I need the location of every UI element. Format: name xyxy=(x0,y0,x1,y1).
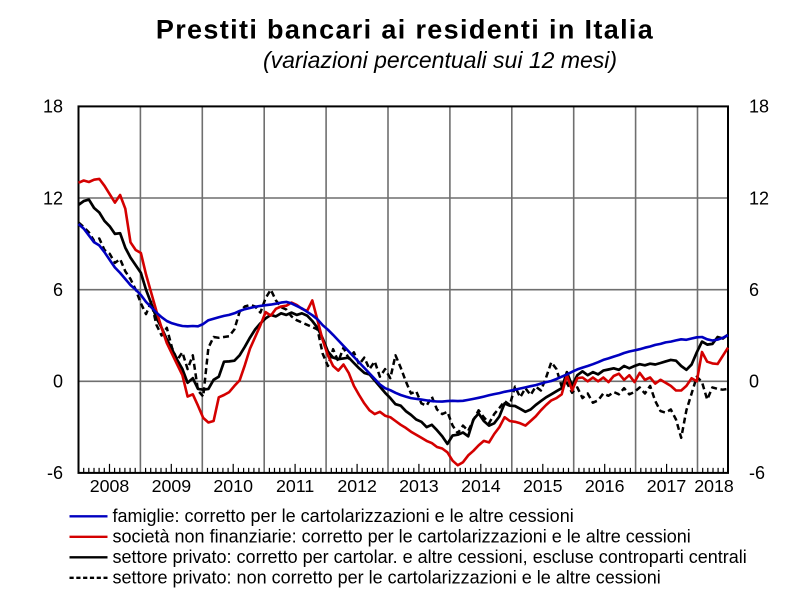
svg-text:-6: -6 xyxy=(47,463,63,483)
svg-text:12: 12 xyxy=(749,188,769,208)
svg-text:2012: 2012 xyxy=(337,476,377,496)
svg-text:2011: 2011 xyxy=(276,476,314,496)
svg-text:-6: -6 xyxy=(749,463,765,483)
svg-text:6: 6 xyxy=(749,280,759,300)
svg-text:Prestiti bancari ai residenti: Prestiti bancari ai residenti in Italia xyxy=(156,15,654,45)
svg-text:società non finanziarie: corre: società non finanziarie: corretto per le… xyxy=(113,527,691,547)
svg-text:18: 18 xyxy=(749,97,769,117)
svg-text:2009: 2009 xyxy=(152,476,192,496)
svg-text:famiglie: corretto per le cart: famiglie: corretto per le cartolarizzazi… xyxy=(113,506,574,526)
svg-text:2017: 2017 xyxy=(647,476,687,496)
svg-text:2015: 2015 xyxy=(523,476,563,496)
svg-text:settore privato: non corretto: settore privato: non corretto per le car… xyxy=(113,568,661,588)
svg-text:2013: 2013 xyxy=(399,476,439,496)
svg-text:2014: 2014 xyxy=(461,476,501,496)
svg-text:2008: 2008 xyxy=(90,476,130,496)
svg-text:2018: 2018 xyxy=(694,476,734,496)
svg-text:12: 12 xyxy=(43,188,63,208)
svg-text:(variazioni percentuali sui 12: (variazioni percentuali sui 12 mesi) xyxy=(263,47,617,73)
svg-text:settore privato: corretto per: settore privato: corretto per cartolar. … xyxy=(113,547,747,567)
svg-text:2016: 2016 xyxy=(585,476,625,496)
svg-text:2010: 2010 xyxy=(213,476,253,496)
svg-text:0: 0 xyxy=(749,372,759,392)
svg-text:0: 0 xyxy=(53,372,63,392)
svg-text:6: 6 xyxy=(53,280,63,300)
svg-text:18: 18 xyxy=(43,97,63,117)
